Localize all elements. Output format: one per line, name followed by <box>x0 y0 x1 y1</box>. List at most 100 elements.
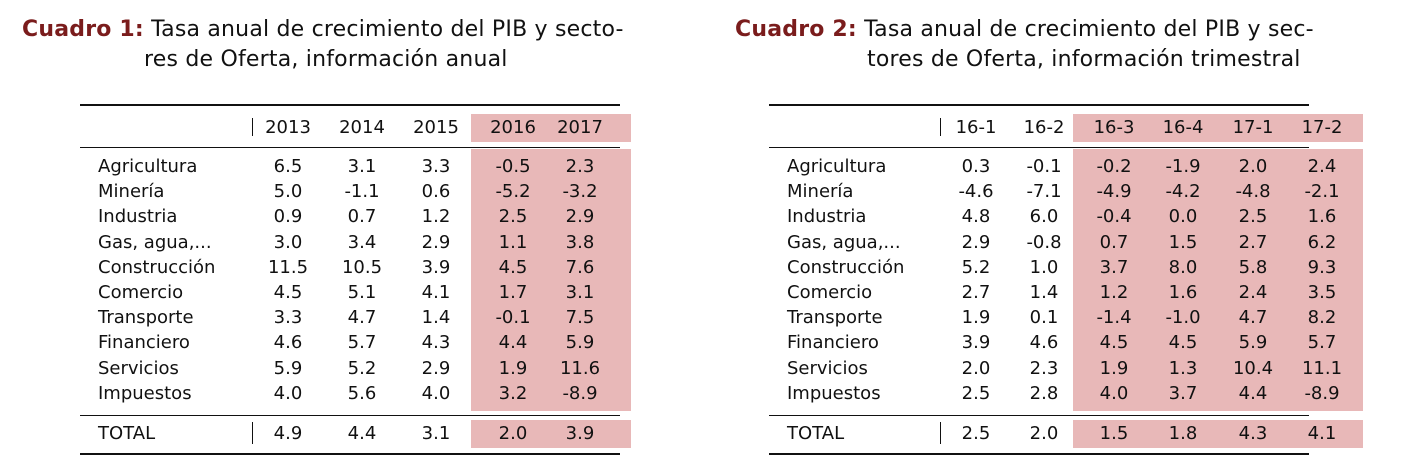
table2-cell: -7.1 <box>1026 181 1062 203</box>
table2-row-label: Minería <box>787 181 854 203</box>
table2-total-label: TOTAL <box>787 423 845 444</box>
table1-highlight-1 <box>471 149 631 411</box>
table2: 16-1 16-2 16-3 16-4 17-1 17-2 Agricultura 0.3 -0… <box>769 104 1363 464</box>
table1-cell: 3.3 <box>273 307 303 329</box>
table2-cell: 4.6 <box>1029 332 1059 354</box>
table2-cell: 4.7 <box>1238 307 1268 329</box>
table1-cell: -0.1 <box>495 307 531 329</box>
table1-cell: 4.1 <box>421 282 451 303</box>
table2-panel: Cuadro 2: Tasa anual de crecimiento del … <box>700 0 1413 474</box>
table2-cell: -0.4 <box>1096 206 1132 228</box>
table1-cell: 2.3 <box>565 156 595 177</box>
table2-col-header: 16-3 <box>1093 117 1135 138</box>
table2-col-header: 17-2 <box>1301 117 1343 138</box>
table1-row-label: Transporte <box>98 307 194 329</box>
table1-cell: 5.2 <box>347 357 377 379</box>
table2-title-line1: Cuadro 2: Tasa anual de crecimiento del … <box>735 15 1314 44</box>
table2-cell: 4.5 <box>1168 332 1198 354</box>
table2-cell: 2.8 <box>1029 382 1059 404</box>
table1-cell: 1.1 <box>498 231 528 253</box>
table2-cell: -1.4 <box>1096 307 1132 329</box>
table2-total-cell: 2.0 <box>1029 423 1059 444</box>
table2-total-cell: 4.3 <box>1238 423 1268 444</box>
table1-col-header: 2017 <box>557 117 603 138</box>
table1-cell: 4.7 <box>347 307 377 329</box>
table2-cell: 4.4 <box>1238 382 1268 404</box>
table1-cell: 3.8 <box>565 231 595 253</box>
table2-cell: 3.7 <box>1099 256 1129 278</box>
table2-vbar-0 <box>940 118 941 136</box>
table1-cell: 0.7 <box>347 206 377 228</box>
table1-cell: 3.0 <box>273 231 303 253</box>
table2-cell: 5.2 <box>961 256 991 278</box>
table1-title-text1: Tasa anual de crecimiento del PIB y sect… <box>151 17 624 42</box>
table2-cell: 4.0 <box>1099 382 1129 404</box>
table1-rule-1 <box>80 147 620 148</box>
table2-label: Cuadro 2: <box>735 17 857 42</box>
table1-cell: 10.5 <box>341 256 383 278</box>
table2-cell: 2.7 <box>1238 231 1268 253</box>
table2-cell: 2.9 <box>961 231 991 253</box>
table2-row-label: Comercio <box>787 282 873 303</box>
table2-rule-3 <box>769 453 1309 455</box>
table1-cell: 2.5 <box>498 206 528 228</box>
table1-cell: -8.9 <box>562 382 598 404</box>
table2-cell: -4.9 <box>1096 181 1132 203</box>
table2-cell: -8.9 <box>1304 382 1340 404</box>
table1-cell: 5.6 <box>347 382 377 404</box>
table1-cell: 4.3 <box>421 332 451 354</box>
table2-cell: 2.3 <box>1029 357 1059 379</box>
table2-cell: 3.7 <box>1168 382 1198 404</box>
table2-cell: 6.0 <box>1029 206 1059 228</box>
table1-cell: 4.0 <box>421 382 451 404</box>
table2-row-label: Industria <box>787 206 867 228</box>
table1-cell: 1.7 <box>498 282 528 303</box>
table2-cell: 4.5 <box>1099 332 1129 354</box>
table2-cell: 2.4 <box>1238 282 1268 303</box>
table2-cell: -4.6 <box>958 181 994 203</box>
table1-cell: 4.5 <box>498 256 528 278</box>
table2-col-header: 17-1 <box>1232 117 1274 138</box>
table2-cell: 9.3 <box>1307 256 1337 278</box>
table2-title-line2: tores de Oferta, información trimestral <box>867 47 1301 72</box>
table2-cell: 1.4 <box>1029 282 1059 303</box>
table1-title-line1: Cuadro 1: Tasa anual de crecimiento del … <box>22 15 624 44</box>
table2-cell: 2.5 <box>961 382 991 404</box>
table2-title-text1: Tasa anual de crecimiento del PIB y sec- <box>864 17 1314 42</box>
table2-cell: 0.0 <box>1168 206 1198 228</box>
table2-cell: 1.9 <box>1099 357 1129 379</box>
table2-cell: -0.8 <box>1026 231 1062 253</box>
table1-row-label: Comercio <box>98 282 184 303</box>
table2-cell: 1.0 <box>1029 256 1059 278</box>
table2-cell: 3.9 <box>961 332 991 354</box>
table1-cell: 5.0 <box>273 181 303 203</box>
table1-row-label: Minería <box>98 181 165 203</box>
table1-total-label: TOTAL <box>98 423 156 444</box>
table2-cell: 2.7 <box>961 282 991 303</box>
table2-col-header: 16-2 <box>1023 117 1065 138</box>
table2-row-label: Gas, agua,... <box>787 231 901 253</box>
table1-cell: 3.9 <box>421 256 451 278</box>
table1-cell: 4.5 <box>273 282 303 303</box>
table2-cell: 2.4 <box>1307 156 1337 177</box>
table2-cell: -1.9 <box>1165 156 1201 177</box>
table2-total-cell: 1.8 <box>1168 423 1198 444</box>
table2-cell: -0.2 <box>1096 156 1132 177</box>
table1-panel: Cuadro 1: Tasa anual de crecimiento del … <box>0 0 700 474</box>
table1-row-label: Servicios <box>98 357 179 379</box>
table1-cell: 3.4 <box>347 231 377 253</box>
table1-cell: 4.6 <box>273 332 303 354</box>
table1-cell: 2.9 <box>421 357 451 379</box>
table2-cell: 2.0 <box>961 357 991 379</box>
table2-row-label: Transporte <box>787 307 883 329</box>
table2-cell: 2.5 <box>1238 206 1268 228</box>
table2-cell: 1.9 <box>961 307 991 329</box>
table2-cell: 5.9 <box>1238 332 1268 354</box>
table1-cell: 3.1 <box>347 156 377 177</box>
table2-col-header: 16-1 <box>955 117 997 138</box>
table1-highlight-0 <box>471 114 631 142</box>
table1-total-cell: 3.1 <box>421 423 451 444</box>
table1-cell: 3.2 <box>498 382 528 404</box>
table2-cell: 6.2 <box>1307 231 1337 253</box>
table2-cell: -2.1 <box>1304 181 1340 203</box>
